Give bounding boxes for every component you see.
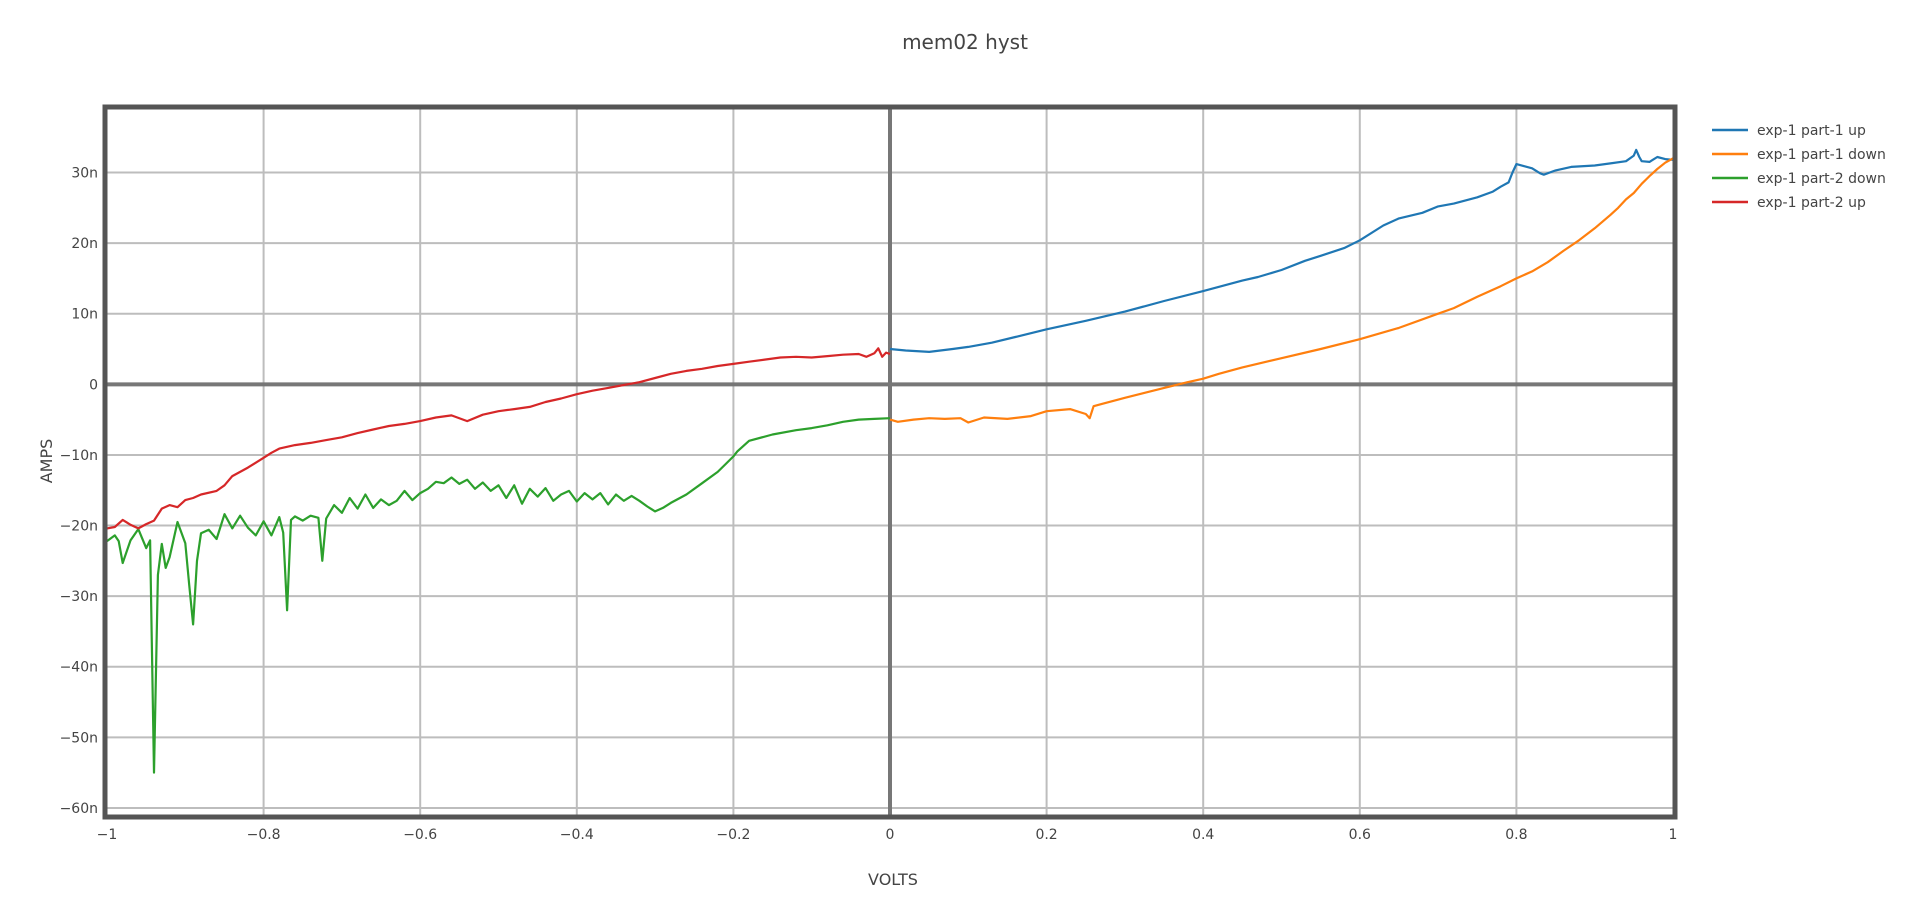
- x-tick-label: 1: [1669, 827, 1678, 843]
- legend-item[interactable]: exp-1 part-2 down: [1712, 171, 1886, 187]
- series-line-3: [106, 417, 891, 774]
- x-tick-label: −1: [97, 827, 118, 843]
- chart-title: mem02 hyst: [902, 30, 1028, 54]
- x-tick-label: 0.4: [1192, 827, 1214, 843]
- zero-lines: [107, 109, 1673, 815]
- legend-label: exp-1 part-1 up: [1757, 123, 1866, 139]
- y-tick-label: −60n: [60, 801, 98, 817]
- legend-item[interactable]: exp-1 part-2 up: [1712, 195, 1866, 211]
- legend-item[interactable]: exp-1 part-1 down: [1712, 147, 1886, 163]
- x-tick-label: −0.4: [560, 827, 594, 843]
- legend-item[interactable]: exp-1 part-1 up: [1712, 123, 1866, 139]
- x-tick-label: −0.2: [716, 827, 750, 843]
- series-line-1: [889, 148, 1674, 353]
- legend-label: exp-1 part-2 down: [1757, 171, 1886, 187]
- series-line-2: [889, 157, 1674, 424]
- plot-frame: [102, 104, 1678, 820]
- tick-labels: −1 −0.8 −0.6 −0.4 −0.2 0 0.2 0.4 0.6 0.8 1 30n 20n 10…: [60, 166, 1678, 843]
- y-tick-label: −40n: [60, 660, 98, 676]
- series-line-4: [106, 347, 891, 530]
- x-tick-label: 0: [886, 827, 895, 843]
- y-tick-label: −20n: [60, 519, 98, 535]
- y-tick-label: 0: [89, 377, 98, 393]
- y-tick-label: 20n: [71, 236, 98, 252]
- x-tick-label: 0.2: [1035, 827, 1057, 843]
- y-tick-label: −50n: [60, 730, 98, 746]
- y-tick-label: −30n: [60, 589, 98, 605]
- x-tick-label: −0.6: [403, 827, 437, 843]
- legend[interactable]: exp-1 part-1 up exp-1 part-1 down exp-1 pa…: [1712, 123, 1886, 211]
- series-layer: [106, 148, 1674, 774]
- y-tick-label: 30n: [71, 166, 98, 182]
- legend-label: exp-1 part-2 up: [1757, 195, 1866, 211]
- legend-label: exp-1 part-1 down: [1757, 147, 1886, 163]
- x-axis-title: VOLTS: [868, 870, 918, 889]
- y-tick-label: 10n: [71, 307, 98, 323]
- y-tick-label: −10n: [60, 448, 98, 464]
- y-axis-title: AMPS: [37, 439, 56, 484]
- x-tick-label: 0.8: [1505, 827, 1527, 843]
- x-tick-label: 0.6: [1349, 827, 1371, 843]
- x-tick-label: −0.8: [247, 827, 281, 843]
